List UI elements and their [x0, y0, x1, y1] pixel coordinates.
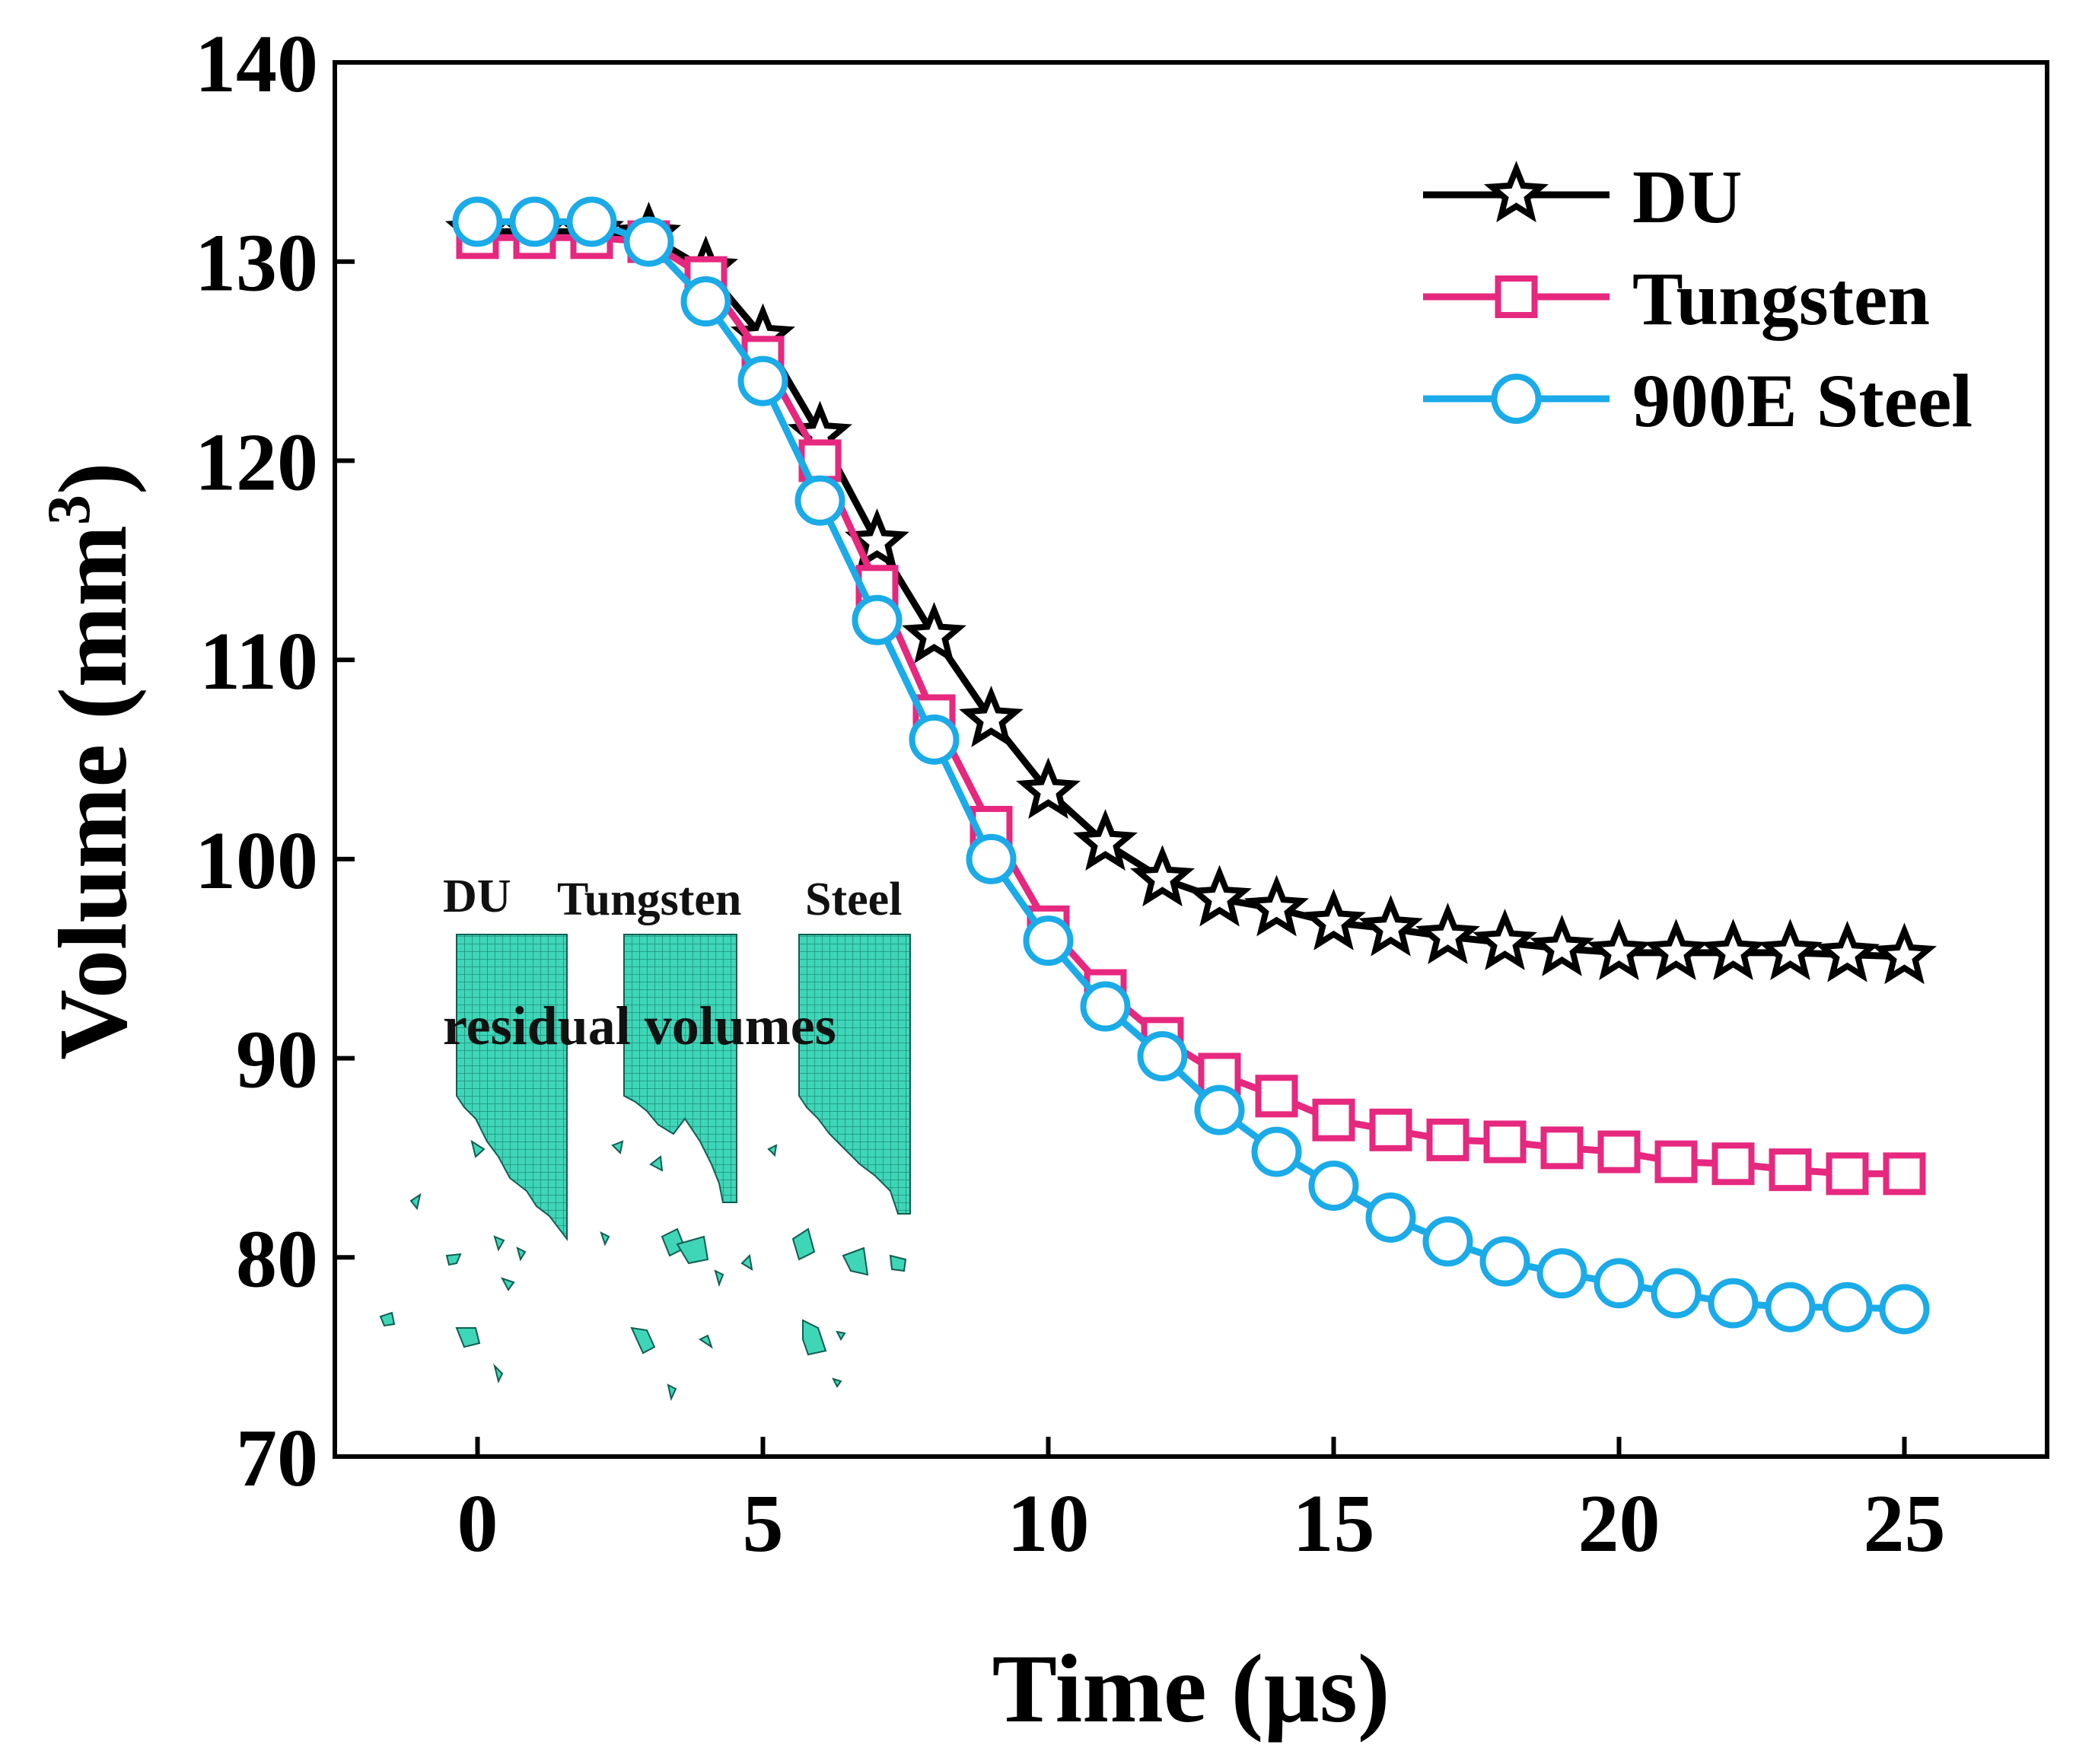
point-0-18: [1473, 909, 1537, 970]
point-2-18: [1479, 1236, 1530, 1287]
point-2-21: [1651, 1268, 1702, 1319]
point-0-19: [1530, 914, 1594, 976]
du-residual-mesh: [456, 934, 568, 1241]
x-tick-label-4: 20: [1578, 1479, 1660, 1569]
series-layer: [445, 196, 1937, 1335]
point-2-3: [623, 216, 674, 267]
point-2-16: [1365, 1192, 1416, 1243]
point-2-4: [680, 276, 731, 327]
point-2-9: [966, 833, 1017, 884]
point-2-11: [1080, 981, 1131, 1032]
y-tick-label-7: 140: [195, 19, 318, 110]
y-tick-label-4: 110: [199, 616, 318, 707]
point-0-20: [1587, 919, 1651, 981]
inset-label-tungsten: Tungsten: [557, 874, 741, 925]
x-tick-label-2: 10: [1008, 1479, 1090, 1569]
y-axis-label-main: Volume (mm: [39, 525, 147, 1060]
point-0-11: [1073, 809, 1138, 871]
x-axis-label: Time (µs): [992, 1635, 1390, 1743]
point-1-15: [1312, 1098, 1355, 1142]
point-2-14: [1251, 1126, 1302, 1177]
point-2-15: [1308, 1161, 1359, 1212]
residual-volumes-inset: DU Tungsten Steel residual volumes: [379, 871, 911, 1402]
point-1-21: [1654, 1140, 1698, 1183]
series-900e-steel: [452, 196, 1930, 1335]
point-2-22: [1708, 1278, 1759, 1329]
point-0-9: [959, 686, 1024, 747]
point-2-12: [1137, 1030, 1188, 1081]
point-2-17: [1422, 1216, 1473, 1267]
point-1-24: [1826, 1152, 1869, 1196]
x-tick-label-3: 15: [1293, 1479, 1375, 1569]
point-2-19: [1536, 1248, 1587, 1299]
x-axis: 0 5 10 15 20 25: [457, 1437, 1946, 1569]
legend-label-2: 900E Steel: [1632, 358, 1973, 443]
point-2-8: [909, 714, 960, 765]
tungsten-residual-mesh: [623, 934, 737, 1203]
point-2-5: [737, 355, 788, 406]
point-0-24: [1815, 920, 1880, 982]
point-2-20: [1594, 1258, 1645, 1309]
point-2-2: [566, 196, 617, 247]
point-0-13: [1187, 864, 1252, 927]
point-2-10: [1023, 915, 1074, 966]
y-tick-label-5: 120: [195, 417, 318, 508]
y-tick-label-3: 100: [195, 816, 318, 906]
point-2-1: [509, 196, 560, 247]
point-0-22: [1701, 919, 1766, 981]
point-2-25: [1879, 1284, 1930, 1335]
point-1-16: [1369, 1108, 1412, 1151]
point-0-25: [1872, 922, 1937, 985]
steel-residual-mesh: [798, 934, 911, 1215]
point-2-24: [1822, 1282, 1873, 1333]
point-0-16: [1358, 894, 1423, 957]
point-0-21: [1644, 919, 1708, 981]
point-1-25: [1883, 1152, 1926, 1196]
y-tick-label-1: 80: [236, 1214, 318, 1304]
x-tick-label-5: 25: [1864, 1479, 1946, 1569]
point-2-7: [852, 594, 903, 645]
point-2-13: [1194, 1084, 1245, 1135]
point-2-6: [794, 475, 845, 526]
y-tick-label-2: 90: [236, 1015, 318, 1106]
y-tick-label-6: 130: [195, 218, 318, 309]
y-axis-label: Volume (mm3): [36, 462, 147, 1059]
inset-label-steel: Steel: [805, 874, 902, 925]
point-0-15: [1301, 888, 1366, 950]
point-0-14: [1244, 874, 1309, 937]
inset-caption: residual volumes: [443, 995, 836, 1056]
point-0-12: [1130, 845, 1195, 907]
point-2-23: [1765, 1282, 1816, 1333]
point-0-17: [1415, 903, 1480, 965]
point-0-10: [1016, 757, 1081, 820]
y-tick-label-0: 70: [236, 1413, 318, 1504]
point-1-14: [1255, 1075, 1298, 1118]
legend-label-0: DU: [1632, 154, 1742, 239]
legend: DU Tungsten 900E Steel: [1423, 154, 1973, 443]
x-tick-label-0: 0: [457, 1479, 498, 1569]
point-0-8: [902, 601, 966, 664]
legend-marker-0: [1484, 161, 1549, 223]
point-1-22: [1711, 1142, 1755, 1186]
legend-marker-1: [1495, 275, 1538, 318]
legend-marker-2: [1491, 374, 1542, 424]
point-1-23: [1769, 1148, 1812, 1192]
x-tick-label-1: 5: [743, 1479, 784, 1569]
y-axis-label-close: ): [39, 462, 147, 495]
plot-frame: [333, 60, 2049, 1459]
point-0-23: [1758, 919, 1823, 981]
legend-label-1: Tungsten: [1632, 256, 1930, 341]
point-1-17: [1426, 1118, 1469, 1161]
point-2-0: [452, 196, 503, 247]
y-axis-label-sup: 3: [36, 495, 103, 525]
point-1-20: [1597, 1130, 1641, 1173]
y-axis: 70 80 90 100 110 120 130 140: [195, 19, 355, 1504]
inset-label-du: DU: [443, 871, 511, 922]
point-1-19: [1540, 1126, 1584, 1170]
point-1-18: [1483, 1120, 1527, 1164]
